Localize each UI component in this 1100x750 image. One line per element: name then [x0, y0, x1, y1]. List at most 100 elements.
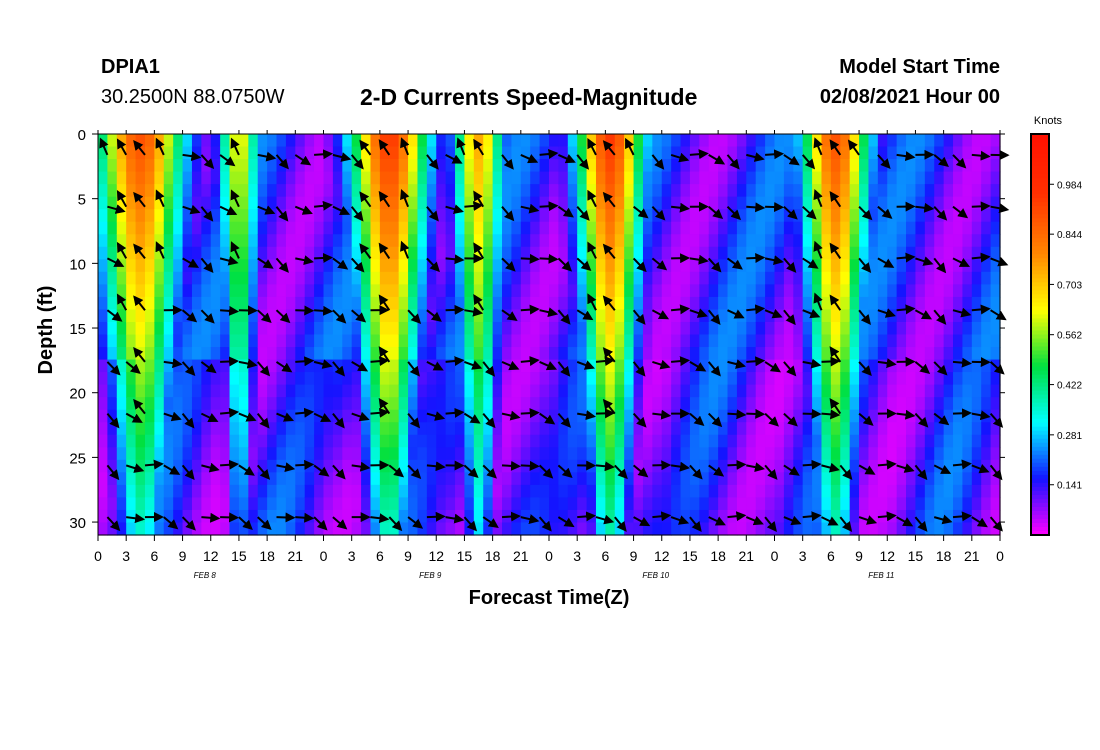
- heatmap-cell: [906, 447, 917, 461]
- heatmap-cell: [633, 284, 644, 298]
- heatmap-cell: [370, 159, 381, 173]
- heatmap-cell: [520, 484, 531, 499]
- heatmap-cell: [314, 221, 325, 235]
- heatmap-cell: [680, 284, 691, 298]
- heatmap-cell: [257, 321, 268, 336]
- heatmap-cell: [257, 209, 268, 223]
- heatmap-cell: [793, 246, 804, 260]
- heatmap-cell: [783, 447, 794, 461]
- heatmap-cell: [126, 447, 137, 461]
- heatmap-cell: [520, 234, 531, 248]
- heatmap-cell: [257, 171, 268, 185]
- heatmap-cell: [191, 347, 202, 361]
- heatmap-cell: [464, 509, 475, 524]
- heatmap-cell: [389, 284, 400, 298]
- current-arrow: [689, 516, 702, 532]
- heatmap-cell: [680, 472, 691, 486]
- heatmap-cell: [830, 184, 841, 198]
- heatmap-cell: [671, 484, 682, 499]
- heatmap-cell: [661, 221, 672, 235]
- current-arrow: [257, 151, 277, 162]
- heatmap-cell: [436, 259, 447, 273]
- heatmap-cell: [257, 146, 268, 160]
- heatmap-cell: [370, 484, 381, 499]
- heatmap-cell: [624, 372, 635, 386]
- heatmap-cell: [361, 472, 372, 486]
- heatmap-cell: [370, 196, 381, 210]
- heatmap-cell: [332, 221, 343, 235]
- heatmap-cell: [605, 384, 616, 398]
- heatmap-cell: [426, 409, 437, 423]
- heatmap-cell: [614, 221, 625, 235]
- heatmap-cell: [370, 497, 381, 511]
- heatmap-cell: [567, 497, 578, 511]
- heatmap-cell: [182, 221, 193, 235]
- heatmap-cell: [238, 359, 249, 373]
- heatmap-cell: [342, 309, 353, 323]
- heatmap-cell: [408, 409, 419, 423]
- heatmap-cell: [577, 409, 588, 423]
- heatmap-cell: [398, 497, 409, 511]
- current-arrow: [829, 139, 842, 156]
- heatmap-cell: [220, 246, 231, 260]
- heatmap-cell: [896, 321, 907, 336]
- heatmap-cell: [295, 472, 306, 486]
- colorbar-segment: [1031, 162, 1049, 167]
- heatmap-cell: [736, 472, 747, 486]
- heatmap-cell: [802, 347, 813, 361]
- heatmap-cell: [370, 522, 381, 536]
- heatmap-cell: [793, 184, 804, 198]
- current-arrow: [125, 463, 145, 473]
- heatmap-cell: [765, 347, 776, 361]
- colorbar-segment: [1031, 310, 1049, 315]
- colorbar-segment: [1031, 418, 1049, 424]
- heatmap-cell: [699, 409, 710, 423]
- heatmap-cell: [689, 509, 700, 524]
- heatmap-cell: [783, 347, 794, 361]
- heatmap-cell: [361, 184, 372, 198]
- heatmap-cell: [417, 221, 428, 235]
- heatmap-cell: [953, 347, 964, 361]
- heatmap-cell: [567, 271, 578, 285]
- heatmap-cell: [943, 296, 954, 311]
- heatmap-cell: [774, 296, 785, 311]
- heatmap-cell: [163, 234, 174, 248]
- heatmap-cell: [191, 334, 202, 348]
- current-arrow: [350, 154, 364, 170]
- heatmap-cell: [379, 196, 390, 210]
- heatmap-cell: [314, 171, 325, 185]
- heatmap-cell: [934, 284, 945, 298]
- heatmap-cell: [332, 397, 343, 411]
- heatmap-cell: [464, 334, 475, 348]
- heatmap-cell: [990, 334, 1001, 348]
- heatmap-cell: [896, 184, 907, 198]
- heatmap-cell: [953, 359, 964, 373]
- heatmap-cell: [774, 347, 785, 361]
- heatmap-cell: [295, 447, 306, 461]
- heatmap-cell: [624, 171, 635, 185]
- heatmap-cell: [351, 497, 362, 511]
- heatmap-cell: [342, 472, 353, 486]
- heatmap-cell: [614, 146, 625, 160]
- heatmap-cell: [135, 309, 146, 323]
- heatmap-cell: [182, 134, 193, 148]
- heatmap-cell: [915, 246, 926, 260]
- heatmap-cell: [746, 509, 757, 524]
- heatmap-cell: [502, 284, 513, 298]
- heatmap-cell: [520, 296, 531, 311]
- heatmap-cell: [661, 321, 672, 336]
- heatmap-cell: [426, 359, 437, 373]
- heatmap-cell: [267, 271, 278, 285]
- heatmap-cell: [689, 271, 700, 285]
- heatmap-cell: [699, 284, 710, 298]
- current-arrow: [933, 257, 947, 274]
- heatmap-cell: [567, 171, 578, 185]
- heatmap-cell: [408, 484, 419, 499]
- heatmap-cell: [361, 447, 372, 461]
- heatmap-cell: [520, 146, 531, 160]
- heatmap-cell: [210, 347, 221, 361]
- heatmap-cell: [530, 259, 541, 273]
- heatmap-cell: [144, 146, 155, 160]
- heatmap-cell: [962, 221, 973, 235]
- current-arrow: [351, 461, 371, 472]
